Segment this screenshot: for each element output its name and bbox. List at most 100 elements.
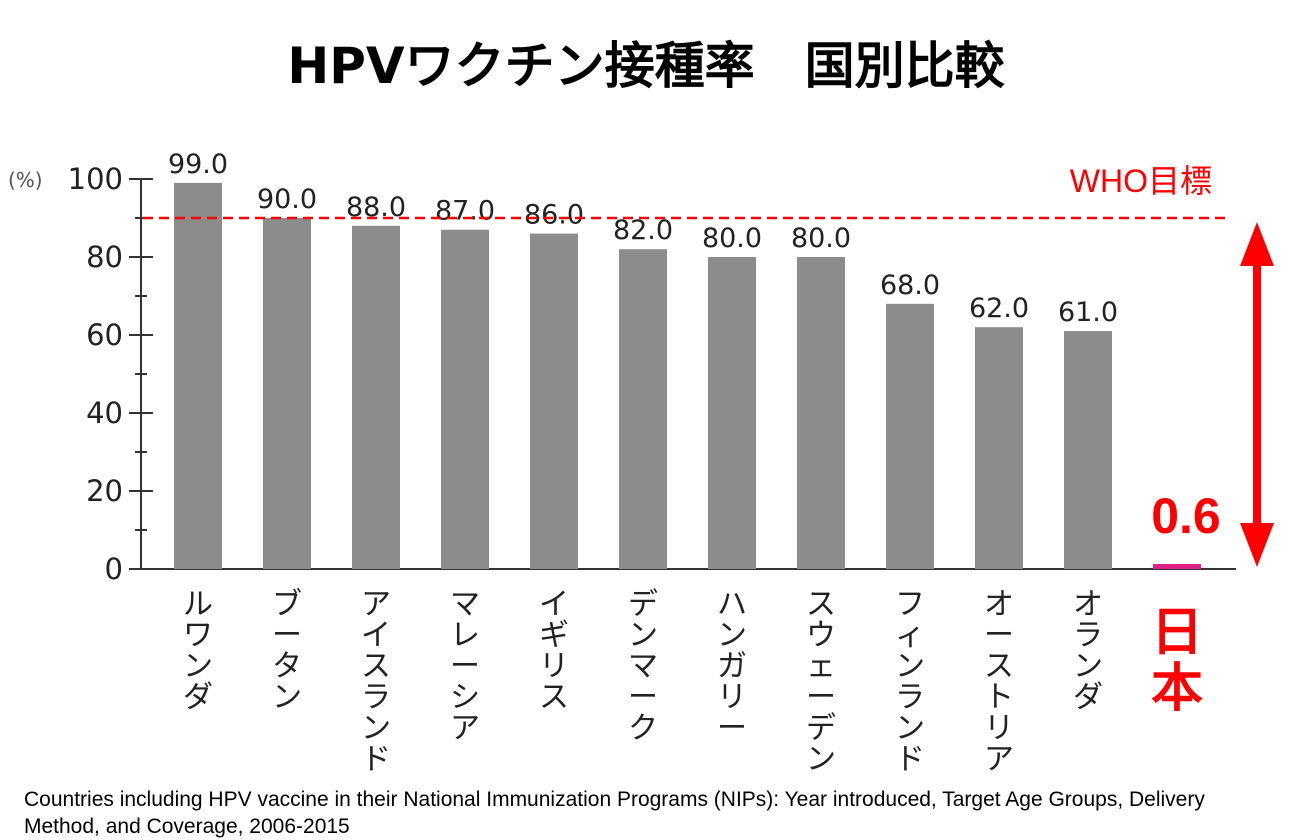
category-char: イ bbox=[539, 587, 569, 622]
category-char: ン bbox=[717, 618, 747, 653]
bar bbox=[530, 233, 578, 569]
category-char: ン bbox=[895, 649, 925, 684]
category-char: リ bbox=[717, 680, 747, 715]
y-tick-label: 80 bbox=[86, 240, 123, 274]
category-char: ー bbox=[806, 680, 836, 715]
category-char: ハ bbox=[717, 587, 747, 622]
bar bbox=[174, 182, 222, 569]
value-label: 90.0 bbox=[257, 184, 317, 215]
source-footnote: Countries including HPV vaccine in their… bbox=[24, 788, 1205, 838]
bar bbox=[1064, 331, 1112, 569]
category-char: ン bbox=[272, 680, 302, 715]
category-char: ワ bbox=[183, 618, 213, 653]
gap-arrow-head-up bbox=[1240, 222, 1274, 266]
value-label: 87.0 bbox=[435, 196, 495, 227]
category-char: ド bbox=[895, 742, 925, 777]
bar bbox=[441, 229, 489, 569]
category-char: ド bbox=[361, 742, 391, 777]
category-char: ェ bbox=[806, 649, 836, 684]
category-char: オ bbox=[984, 587, 1014, 622]
category-char: ー bbox=[717, 711, 747, 746]
y-unit-label: (%) bbox=[8, 168, 43, 192]
y-tick-label: 40 bbox=[86, 396, 123, 430]
category-char: ン bbox=[1073, 649, 1103, 684]
category-char: ダ bbox=[1073, 680, 1103, 715]
category-char: ス bbox=[539, 680, 569, 715]
category-char: リ bbox=[984, 711, 1014, 746]
y-tick-label: 60 bbox=[86, 318, 123, 352]
bar bbox=[263, 218, 311, 569]
value-label: 86.0 bbox=[524, 200, 584, 231]
bar bbox=[886, 303, 934, 569]
category-char: ン bbox=[806, 742, 836, 777]
bar bbox=[975, 327, 1023, 569]
category-char: ー bbox=[984, 618, 1014, 653]
category-char: ス bbox=[984, 649, 1014, 684]
category-char: ギ bbox=[539, 618, 569, 653]
chart-title: HPVワクチン接種率 国別比較 bbox=[287, 37, 1005, 95]
category-char: ク bbox=[628, 711, 658, 746]
category-char: ラ bbox=[361, 680, 391, 715]
value-label: 80.0 bbox=[791, 223, 851, 254]
value-label: 80.0 bbox=[702, 223, 762, 254]
y-tick-label: 0 bbox=[105, 552, 123, 586]
category-char: ト bbox=[984, 680, 1014, 715]
category-char: ス bbox=[806, 587, 836, 622]
category-char: マ bbox=[450, 587, 480, 622]
value-label: 82.0 bbox=[613, 215, 673, 246]
gap-arrow-head-down bbox=[1240, 523, 1274, 567]
category-char: ン bbox=[361, 711, 391, 746]
category-char: デ bbox=[628, 587, 658, 622]
value-label-japan: 0.6 bbox=[1151, 488, 1221, 544]
category-char: ス bbox=[361, 649, 391, 684]
value-label: 68.0 bbox=[880, 270, 940, 301]
category-char: ラ bbox=[895, 680, 925, 715]
who-target-label: WHO目標 bbox=[1070, 163, 1212, 199]
category-char: フ bbox=[895, 587, 925, 622]
gap-arrow bbox=[1240, 222, 1274, 567]
y-tick-label: 100 bbox=[68, 162, 123, 196]
category-char: ウ bbox=[806, 618, 836, 653]
category-char: イ bbox=[361, 618, 391, 653]
category-char: 本 bbox=[1151, 659, 1203, 719]
bar bbox=[708, 257, 756, 569]
category-char: シ bbox=[450, 680, 480, 715]
category-char: ア bbox=[450, 711, 480, 746]
bar bbox=[619, 249, 667, 569]
category-char: ィ bbox=[895, 618, 925, 653]
value-label: 62.0 bbox=[969, 293, 1029, 324]
value-label: 99.0 bbox=[168, 149, 228, 180]
category-char: ー bbox=[272, 618, 302, 653]
bar-japan bbox=[1153, 564, 1201, 569]
category-char: デ bbox=[806, 711, 836, 746]
y-tick-label: 20 bbox=[86, 474, 123, 508]
bar bbox=[352, 225, 400, 570]
category-char: タ bbox=[272, 649, 302, 684]
category-char: ン bbox=[628, 618, 658, 653]
category-char: ア bbox=[361, 587, 391, 622]
category-char: ン bbox=[895, 711, 925, 746]
category-char: ア bbox=[984, 742, 1014, 777]
category-label-japan: 日本 bbox=[1151, 603, 1203, 719]
category-char: ル bbox=[183, 587, 213, 622]
bar bbox=[797, 257, 845, 569]
category-char: ラ bbox=[1073, 618, 1103, 653]
category-char: ー bbox=[450, 649, 480, 684]
category-char: ン bbox=[183, 649, 213, 684]
category-char: リ bbox=[539, 649, 569, 684]
category-char: 日 bbox=[1151, 603, 1203, 663]
category-char: ダ bbox=[183, 680, 213, 715]
value-label: 61.0 bbox=[1058, 297, 1118, 328]
